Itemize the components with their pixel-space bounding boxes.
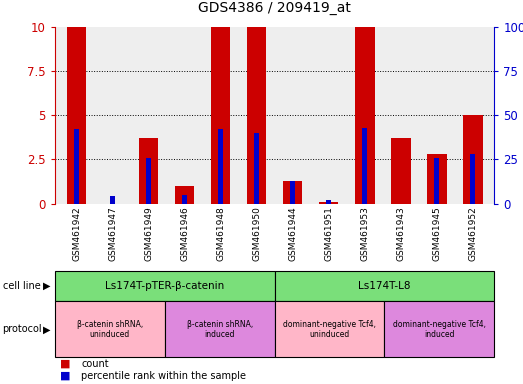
Bar — [471, 154, 475, 204]
Text: protocol: protocol — [3, 324, 42, 334]
Text: cell line: cell line — [3, 281, 40, 291]
Text: ▶: ▶ — [43, 324, 50, 334]
Text: GSM461946: GSM461946 — [180, 206, 189, 261]
Text: count: count — [81, 359, 109, 369]
Bar — [463, 115, 483, 204]
Text: Ls174T-L8: Ls174T-L8 — [358, 281, 411, 291]
Bar — [146, 157, 151, 204]
Bar — [355, 27, 374, 204]
Bar — [326, 200, 331, 204]
Text: β-catenin shRNA,
induced: β-catenin shRNA, induced — [187, 319, 253, 339]
Text: GSM461947: GSM461947 — [108, 206, 117, 261]
Bar — [219, 129, 223, 204]
Bar — [362, 127, 367, 204]
Bar — [211, 27, 231, 204]
Text: β-catenin shRNA,
uninduced: β-catenin shRNA, uninduced — [77, 319, 143, 339]
Text: GSM461948: GSM461948 — [216, 206, 225, 261]
Text: GDS4386 / 209419_at: GDS4386 / 209419_at — [198, 2, 351, 15]
Text: GSM461945: GSM461945 — [432, 206, 441, 261]
Text: ▶: ▶ — [43, 281, 50, 291]
Bar — [391, 138, 411, 204]
Bar — [435, 157, 439, 204]
Bar — [290, 180, 295, 204]
Text: ■: ■ — [60, 371, 71, 381]
Text: GSM461953: GSM461953 — [360, 206, 369, 261]
Text: Ls174T-pTER-β-catenin: Ls174T-pTER-β-catenin — [105, 281, 224, 291]
Text: GSM461952: GSM461952 — [468, 206, 477, 261]
Text: ■: ■ — [60, 359, 71, 369]
Text: dominant-negative Tcf4,
uninduced: dominant-negative Tcf4, uninduced — [283, 319, 376, 339]
Text: GSM461950: GSM461950 — [252, 206, 261, 261]
Bar — [254, 133, 259, 204]
Text: GSM461944: GSM461944 — [288, 206, 297, 261]
Bar — [74, 129, 78, 204]
Text: GSM461949: GSM461949 — [144, 206, 153, 261]
Text: GSM461942: GSM461942 — [72, 206, 81, 261]
Text: dominant-negative Tcf4,
induced: dominant-negative Tcf4, induced — [393, 319, 486, 339]
Bar — [66, 27, 86, 204]
Bar — [175, 186, 195, 204]
Bar — [183, 195, 187, 204]
Text: percentile rank within the sample: percentile rank within the sample — [81, 371, 246, 381]
Text: GSM461943: GSM461943 — [396, 206, 405, 261]
Bar — [139, 138, 158, 204]
Bar — [110, 197, 115, 204]
Bar — [427, 154, 447, 204]
Bar — [319, 202, 338, 204]
Text: GSM461951: GSM461951 — [324, 206, 333, 261]
Bar — [282, 180, 302, 204]
Bar — [247, 27, 267, 204]
